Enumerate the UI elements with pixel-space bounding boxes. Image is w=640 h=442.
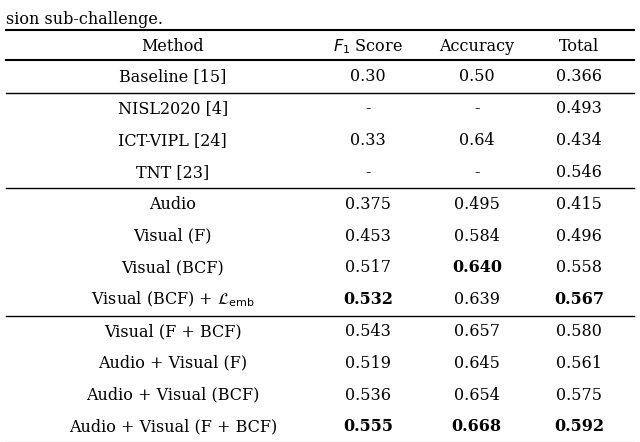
Text: 0.434: 0.434 xyxy=(556,132,602,149)
Text: -: - xyxy=(365,164,371,181)
Text: $F_1$ Score: $F_1$ Score xyxy=(333,37,403,56)
Text: 0.536: 0.536 xyxy=(345,387,391,404)
Text: 0.50: 0.50 xyxy=(459,69,495,85)
Text: 0.592: 0.592 xyxy=(554,419,604,435)
Text: -: - xyxy=(474,164,479,181)
Text: 0.546: 0.546 xyxy=(556,164,602,181)
Text: 0.532: 0.532 xyxy=(343,291,393,308)
Text: 0.561: 0.561 xyxy=(556,355,602,372)
Text: ICT-VIPL [24]: ICT-VIPL [24] xyxy=(118,132,227,149)
Text: 0.366: 0.366 xyxy=(556,69,602,85)
Text: 0.555: 0.555 xyxy=(343,419,393,435)
Text: Audio + Visual (BCF): Audio + Visual (BCF) xyxy=(86,387,259,404)
Text: 0.575: 0.575 xyxy=(556,387,602,404)
Text: 0.415: 0.415 xyxy=(556,196,602,213)
Text: Method: Method xyxy=(141,38,204,55)
Text: 0.645: 0.645 xyxy=(454,355,500,372)
Text: 0.657: 0.657 xyxy=(454,323,500,340)
Text: Visual (BCF): Visual (BCF) xyxy=(122,259,224,276)
Text: sion sub-challenge.: sion sub-challenge. xyxy=(6,11,163,28)
Text: 0.580: 0.580 xyxy=(556,323,602,340)
Text: Visual (BCF) + $\mathcal{L}_\mathrm{emb}$: Visual (BCF) + $\mathcal{L}_\mathrm{emb}… xyxy=(91,290,255,309)
Text: 0.543: 0.543 xyxy=(345,323,391,340)
Text: Audio + Visual (F): Audio + Visual (F) xyxy=(98,355,248,372)
Text: Audio: Audio xyxy=(149,196,196,213)
Text: Visual (F): Visual (F) xyxy=(134,228,212,244)
Text: Baseline [15]: Baseline [15] xyxy=(119,69,227,85)
Text: 0.567: 0.567 xyxy=(554,291,604,308)
Text: 0.584: 0.584 xyxy=(454,228,500,244)
Text: -: - xyxy=(474,100,479,117)
Text: 0.493: 0.493 xyxy=(556,100,602,117)
Text: Accuracy: Accuracy xyxy=(439,38,515,55)
Text: 0.33: 0.33 xyxy=(350,132,386,149)
Text: 0.453: 0.453 xyxy=(345,228,391,244)
Text: 0.640: 0.640 xyxy=(452,259,502,276)
Text: 0.64: 0.64 xyxy=(459,132,495,149)
Text: Audio + Visual (F + BCF): Audio + Visual (F + BCF) xyxy=(68,419,277,435)
Text: 0.558: 0.558 xyxy=(556,259,602,276)
Text: Total: Total xyxy=(559,38,599,55)
Text: 0.668: 0.668 xyxy=(452,419,502,435)
Text: 0.495: 0.495 xyxy=(454,196,500,213)
Text: 0.496: 0.496 xyxy=(556,228,602,244)
Text: 0.639: 0.639 xyxy=(454,291,500,308)
Text: Visual (F + BCF): Visual (F + BCF) xyxy=(104,323,242,340)
Text: TNT [23]: TNT [23] xyxy=(136,164,209,181)
Text: 0.517: 0.517 xyxy=(345,259,391,276)
Text: 0.519: 0.519 xyxy=(345,355,391,372)
Text: 0.375: 0.375 xyxy=(345,196,391,213)
Text: 0.30: 0.30 xyxy=(350,69,386,85)
Text: 0.654: 0.654 xyxy=(454,387,500,404)
Text: -: - xyxy=(365,100,371,117)
Text: NISL2020 [4]: NISL2020 [4] xyxy=(118,100,228,117)
